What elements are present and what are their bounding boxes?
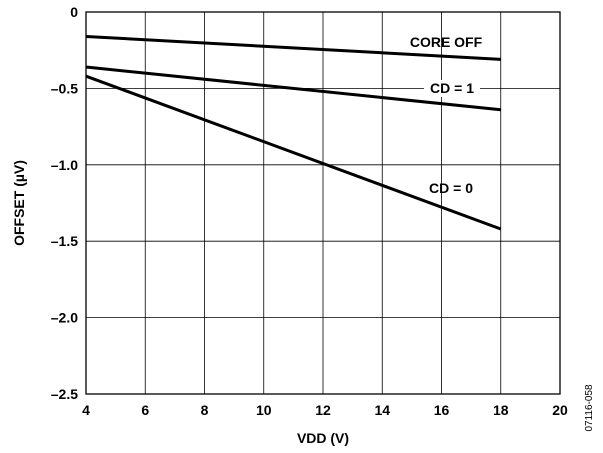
data-series: CORE OFF CD = 1 CD = 0: [85, 34, 502, 231]
y-tick-label: –1.5: [51, 233, 78, 249]
x-axis-title: VDD (V): [297, 430, 349, 446]
series-label-background: [424, 80, 480, 97]
series-label: CORE OFF: [410, 34, 483, 50]
x-tick-label: 18: [493, 402, 509, 418]
x-tick-labels: 4 6 8 10 12 14 16 18 20: [82, 402, 568, 418]
x-tick-label: 6: [141, 402, 149, 418]
series-line-cd-0: [85, 74, 502, 231]
y-tick-labels: 0 –0.5 –1.0 –1.5 –2.0 –2.5: [51, 4, 78, 402]
y-tick-label: –2.0: [51, 310, 78, 326]
y-tick-label: –2.5: [51, 386, 78, 402]
x-tick-label: 4: [82, 402, 90, 418]
x-tick-label: 12: [315, 402, 331, 418]
gridlines: [86, 12, 560, 394]
y-tick-label: –0.5: [51, 80, 78, 96]
x-tick-label: 8: [201, 402, 209, 418]
series-label: CD = 0: [429, 180, 473, 196]
x-tick-label: 20: [552, 402, 568, 418]
x-tick-label: 10: [256, 402, 272, 418]
plot-area-frame: [85, 11, 561, 395]
series-line-core-off: [85, 34, 501, 61]
y-axis-title: OFFSET (µV): [11, 160, 27, 246]
y-tick-label: –1.0: [51, 157, 78, 173]
figure-id: 07116-058: [584, 384, 595, 432]
series-line-cd-1: [85, 65, 501, 112]
x-tick-label: 16: [434, 402, 450, 418]
y-tick-label: 0: [70, 4, 78, 20]
x-tick-label: 14: [374, 402, 390, 418]
series-label: CD = 1: [430, 80, 474, 96]
